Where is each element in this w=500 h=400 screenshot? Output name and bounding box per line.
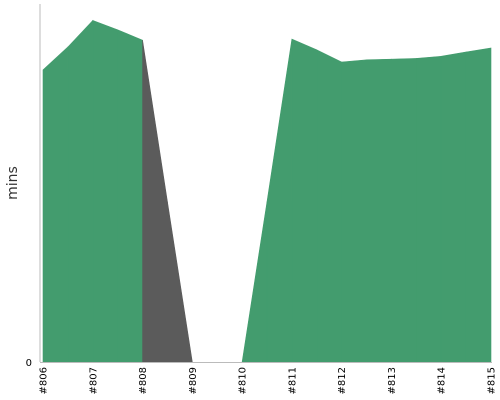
area-segment	[266, 39, 293, 363]
area-segment	[316, 49, 342, 363]
y-tick-label: 0	[26, 358, 32, 369]
x-tick-labels: #806 #807 #808 #809 #810 #811 #812 #813 #814 #815	[39, 367, 498, 394]
x-tick-label: #806	[39, 367, 50, 394]
x-tick-label: #813	[387, 367, 398, 394]
x-tick-label: #810	[238, 367, 249, 394]
y-axis-title: mins	[5, 166, 21, 200]
area-segment	[142, 40, 168, 363]
area-segment	[366, 58, 392, 363]
area-segment	[92, 20, 118, 363]
area-segment	[341, 59, 367, 363]
area-segment	[117, 29, 143, 363]
x-tick-label: #808	[138, 367, 149, 394]
area-segment	[42, 46, 69, 363]
x-tick-label: #812	[337, 367, 348, 394]
x-tick-label: #809	[188, 367, 199, 394]
area-segment	[241, 201, 268, 363]
area-segment	[465, 47, 492, 363]
area-segment	[291, 38, 318, 363]
x-tick-label: #815	[487, 367, 498, 394]
area-segment	[440, 51, 467, 363]
area-segments	[42, 19, 492, 363]
area-segment	[67, 19, 94, 363]
x-tick-label: #814	[437, 367, 448, 394]
area-segment	[416, 55, 442, 363]
area-segment	[167, 201, 193, 363]
x-tick-label: #807	[88, 367, 99, 394]
x-tick-label: #811	[287, 367, 298, 394]
area-segment	[391, 58, 417, 363]
